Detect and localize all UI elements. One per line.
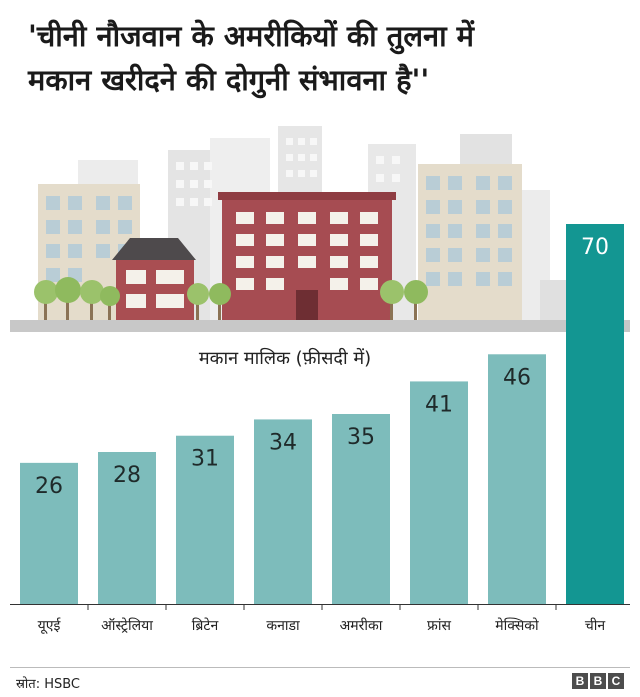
chart-subtitle: मकान मालिक (फ़ीसदी में) bbox=[198, 348, 372, 369]
bar-1 bbox=[98, 452, 156, 604]
logo-letter: B bbox=[572, 673, 588, 689]
value-label-5: 41 bbox=[425, 392, 453, 417]
building-door bbox=[296, 290, 318, 320]
bar-0 bbox=[20, 462, 78, 604]
house-roof bbox=[112, 238, 196, 260]
ground-strip bbox=[10, 320, 630, 332]
value-label-1: 28 bbox=[113, 463, 141, 488]
logo-letter: B bbox=[590, 673, 606, 689]
category-label-6: मेक्सिको bbox=[495, 617, 539, 634]
category-label-2: ब्रिटेन bbox=[192, 617, 219, 634]
footer-divider bbox=[10, 667, 630, 668]
category-label-0: यूएई bbox=[38, 617, 62, 634]
logo-letter: C bbox=[608, 673, 624, 689]
category-label-3: कनाडा bbox=[266, 618, 300, 634]
chart-title: 'चीनी नौजवान के अमरीकियों की तुलना में म… bbox=[28, 14, 628, 102]
bar-5 bbox=[410, 381, 468, 604]
value-label-2: 31 bbox=[191, 447, 219, 472]
category-label-1: ऑस्ट्रेलिया bbox=[101, 617, 153, 634]
bar-6 bbox=[488, 354, 546, 604]
bar-2 bbox=[176, 435, 234, 604]
value-label-4: 35 bbox=[347, 425, 375, 450]
category-label-7: चीन bbox=[585, 617, 606, 634]
title-line-2: मकान खरीदने की दोगुनी संभावना है'' bbox=[28, 63, 430, 97]
value-label-3: 34 bbox=[269, 430, 297, 455]
bar-4 bbox=[332, 414, 390, 604]
city-skyline-illustration bbox=[10, 126, 630, 332]
value-label-7: 70 bbox=[581, 235, 609, 260]
bar-7 bbox=[566, 224, 624, 604]
category-label-5: फ्रांस bbox=[427, 618, 451, 634]
category-label-4: अमरीका bbox=[340, 617, 383, 634]
trees bbox=[34, 277, 428, 320]
value-label-0: 26 bbox=[35, 474, 63, 499]
value-label-6: 46 bbox=[503, 365, 531, 390]
bbc-logo: B B C bbox=[572, 673, 624, 689]
title-line-1: 'चीनी नौजवान के अमरीकियों की तुलना में bbox=[28, 19, 475, 53]
bar-3 bbox=[254, 419, 312, 604]
source-note: स्रोत: HSBC bbox=[16, 677, 81, 692]
